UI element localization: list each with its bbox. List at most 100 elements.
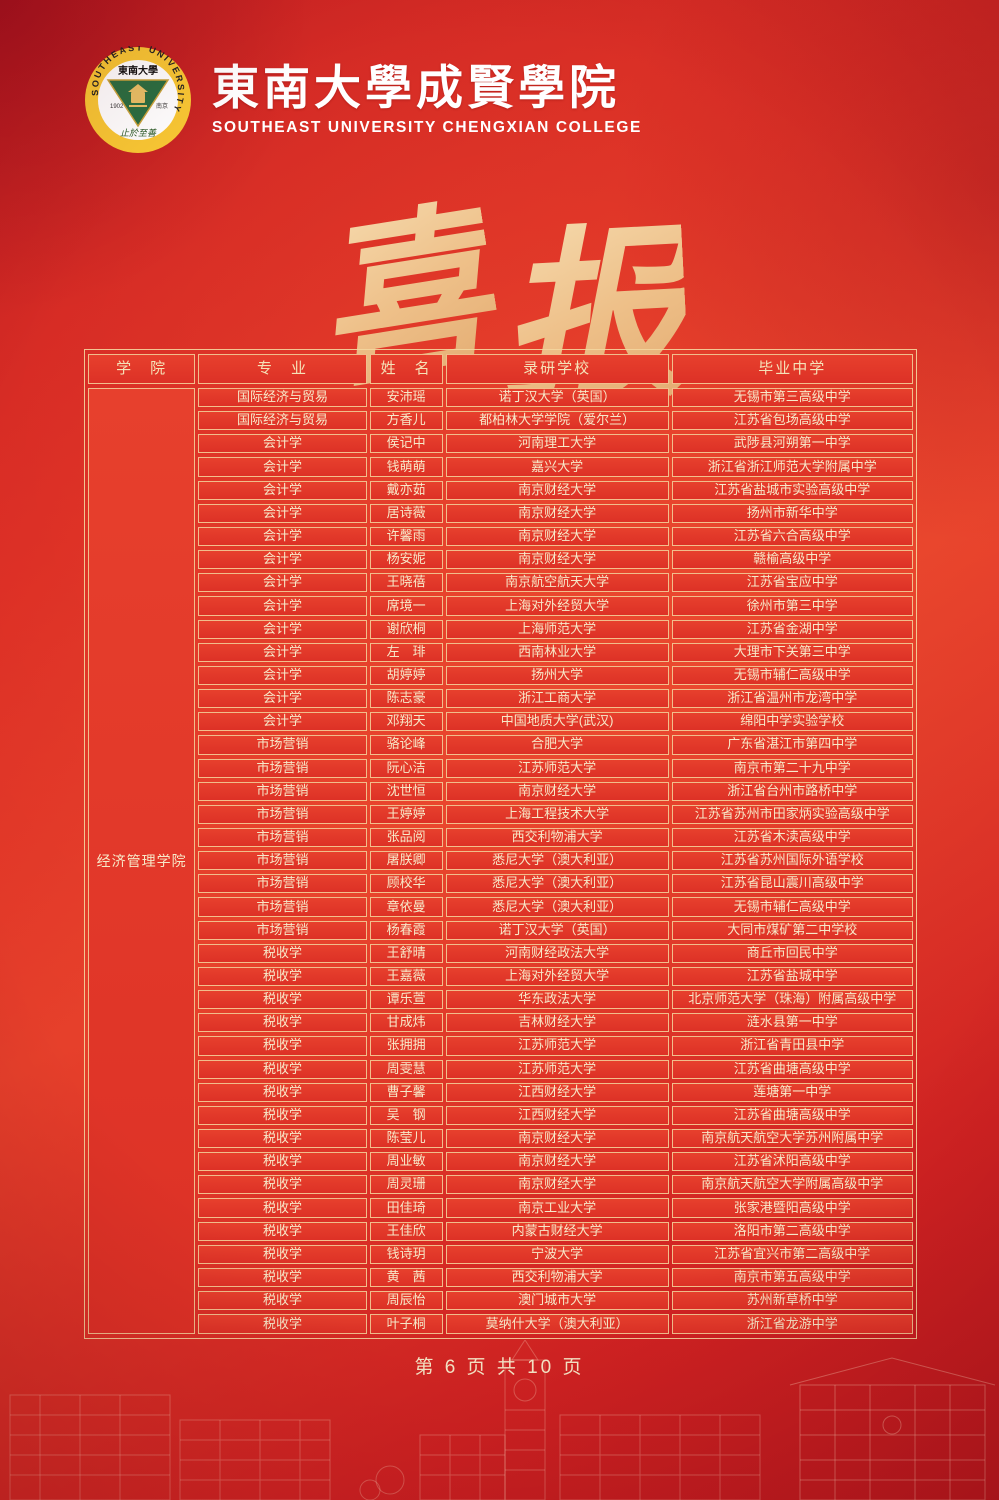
table-row: 市场营销章依曼悉尼大学（澳大利亚）无锡市辅仁高级中学	[88, 897, 913, 917]
cell-grad-school: 西交利物浦大学	[445, 827, 669, 848]
cell-major: 税收学	[198, 1105, 367, 1125]
cell-major: 会计学	[198, 480, 367, 500]
cell-name: 阮心洁	[369, 758, 443, 778]
table-row: 国际经济与贸易方香儿都柏林大学学院（爱尔兰）江苏省包场高级中学	[88, 411, 913, 431]
cell-grad-school: 南京工业大学	[445, 1198, 669, 1218]
cell-name: 陈莹儿	[369, 1129, 443, 1149]
cell-major: 税收学	[198, 1244, 367, 1264]
cell-name: 钱萌萌	[369, 457, 443, 477]
cell-high-school: 浙江省龙游中学	[671, 1314, 913, 1334]
cell-high-school: 江苏省沭阳高级中学	[671, 1152, 913, 1172]
cell-grad-school: 河南理工大学	[445, 434, 669, 454]
cell-high-school: 苏州新草桥中学	[671, 1291, 913, 1311]
cell-name: 张拥拥	[369, 1036, 443, 1056]
table-row: 会计学钱萌萌嘉兴大学浙江省浙江师范大学附属中学	[88, 457, 913, 477]
cell-major: 税收学	[198, 1314, 367, 1334]
cell-name: 钱诗玥	[369, 1244, 443, 1264]
col-header-college: 学 院	[88, 354, 196, 384]
table-row: 税收学王舒晴河南财经政法大学商丘市回民中学	[88, 943, 913, 963]
cell-name: 周辰怡	[369, 1291, 443, 1311]
cell-major: 市场营销	[198, 735, 367, 755]
cell-major: 会计学	[198, 596, 367, 616]
cell-grad-school: 宁波大学	[445, 1244, 669, 1264]
college-name-cn: 東南大學成賢學院	[212, 62, 642, 112]
cell-high-school: 江苏省盐城中学	[671, 966, 913, 987]
cell-grad-school: 南京财经大学	[445, 781, 669, 801]
cell-high-school: 赣榆高级中学	[671, 550, 913, 570]
cell-major: 税收学	[198, 1152, 367, 1172]
cell-major: 会计学	[198, 642, 367, 662]
cell-major: 市场营销	[198, 874, 367, 894]
table-row: 市场营销沈世恒南京财经大学浙江省台州市路桥中学	[88, 781, 913, 801]
cell-high-school: 武陟县河朔第一中学	[671, 434, 913, 454]
table-row: 税收学钱诗玥宁波大学江苏省宜兴市第二高级中学	[88, 1244, 913, 1264]
logo-city: 南京	[156, 102, 168, 110]
cell-high-school: 江苏省木渎高级中学	[671, 827, 913, 848]
cell-major: 税收学	[198, 943, 367, 963]
cell-grad-school: 澳门城市大学	[445, 1291, 669, 1311]
cell-high-school: 浙江省青田县中学	[671, 1036, 913, 1056]
brand-text-block: 東南大學成賢學院 SOUTHEAST UNIVERSITY CHENGXIAN …	[212, 62, 642, 137]
cell-grad-school: 南京财经大学	[445, 1129, 669, 1149]
cell-grad-school: 西交利物浦大学	[445, 1267, 669, 1288]
table-row: 会计学邓翔天中国地质大学(武汉)绵阳中学实验学校	[88, 712, 913, 732]
cell-name: 安沛瑶	[369, 388, 443, 408]
table-row: 市场营销骆论峰合肥大学广东省湛江市第四中学	[88, 735, 913, 755]
cell-name: 邓翔天	[369, 712, 443, 732]
cell-name: 屠朕卿	[369, 851, 443, 871]
cell-major: 会计学	[198, 619, 367, 639]
cell-high-school: 南京航天航空大学附属高级中学	[671, 1175, 913, 1195]
cell-name: 王舒晴	[369, 943, 443, 963]
cell-grad-school: 诺丁汉大学（英国）	[445, 920, 669, 940]
table-row: 税收学周业敏南京财经大学江苏省沭阳高级中学	[88, 1152, 913, 1172]
table-header-row: 学 院 专 业 姓 名 录研学校 毕业中学	[88, 354, 913, 384]
college-name-en: SOUTHEAST UNIVERSITY CHENGXIAN COLLEGE	[212, 119, 642, 137]
cell-grad-school: 南京财经大学	[445, 526, 669, 547]
cell-high-school: 南京市第五高级中学	[671, 1267, 913, 1288]
cell-major: 会计学	[198, 526, 367, 547]
cell-major: 会计学	[198, 434, 367, 454]
cell-high-school: 江苏省曲塘高级中学	[671, 1105, 913, 1125]
cell-grad-school: 上海师范大学	[445, 619, 669, 639]
cell-name: 骆论峰	[369, 735, 443, 755]
cell-grad-school: 吉林财经大学	[445, 1013, 669, 1033]
campus-buildings-art	[9, 1340, 996, 1500]
cell-high-school: 徐州市第三中学	[671, 596, 913, 616]
table-row: 会计学戴亦茹南京财经大学江苏省盐城市实验高级中学	[88, 480, 913, 500]
cell-grad-school: 悉尼大学（澳大利亚）	[445, 851, 669, 871]
cell-name: 张品阅	[369, 827, 443, 848]
cell-grad-school: 华东政法大学	[445, 990, 669, 1010]
col-header-high-school: 毕业中学	[671, 354, 913, 384]
table-row: 税收学张拥拥江苏师范大学浙江省青田县中学	[88, 1036, 913, 1056]
cell-name: 许馨雨	[369, 526, 443, 547]
cell-grad-school: 南京财经大学	[445, 550, 669, 570]
cell-high-school: 江苏省盐城市实验高级中学	[671, 480, 913, 500]
cell-name: 周业敏	[369, 1152, 443, 1172]
cell-high-school: 绵阳中学实验学校	[671, 712, 913, 732]
cell-high-school: 大同市煤矿第二中学校	[671, 920, 913, 940]
cell-name: 王晓蓓	[369, 573, 443, 593]
cell-name: 居诗薇	[369, 503, 443, 523]
cell-high-school: 无锡市第三高级中学	[671, 388, 913, 408]
table-row: 市场营销张品阅西交利物浦大学江苏省木渎高级中学	[88, 827, 913, 848]
cell-high-school: 莲塘第一中学	[671, 1082, 913, 1102]
cell-major: 税收学	[198, 1198, 367, 1218]
logo-seal-cn: 東南大學	[118, 64, 158, 77]
cell-name: 田佳琦	[369, 1198, 443, 1218]
cell-major: 市场营销	[198, 897, 367, 917]
cell-grad-school: 南京航空航天大学	[445, 573, 669, 593]
table-row: 会计学居诗薇南京财经大学扬州市新华中学	[88, 503, 913, 523]
table-row: 经济管理学院国际经济与贸易安沛瑶诺丁汉大学（英国）无锡市第三高级中学	[88, 388, 913, 1334]
cell-name: 周灵珊	[369, 1175, 443, 1195]
cell-high-school: 洛阳市第二高级中学	[671, 1221, 913, 1241]
cell-high-school: 江苏省苏州市田家炳实验高级中学	[671, 804, 913, 824]
col-header-grad-school: 录研学校	[445, 354, 669, 384]
cell-name: 周雯慧	[369, 1059, 443, 1079]
table-row: 税收学王嘉薇上海对外经贸大学江苏省盐城中学	[88, 966, 913, 987]
table-row: 会计学左 琲西南林业大学大理市下关第三中学	[88, 642, 913, 662]
cell-major: 会计学	[198, 573, 367, 593]
cell-high-school: 浙江省台州市路桥中学	[671, 781, 913, 801]
cell-high-school: 江苏省宝应中学	[671, 573, 913, 593]
cell-grad-school: 西南林业大学	[445, 642, 669, 662]
